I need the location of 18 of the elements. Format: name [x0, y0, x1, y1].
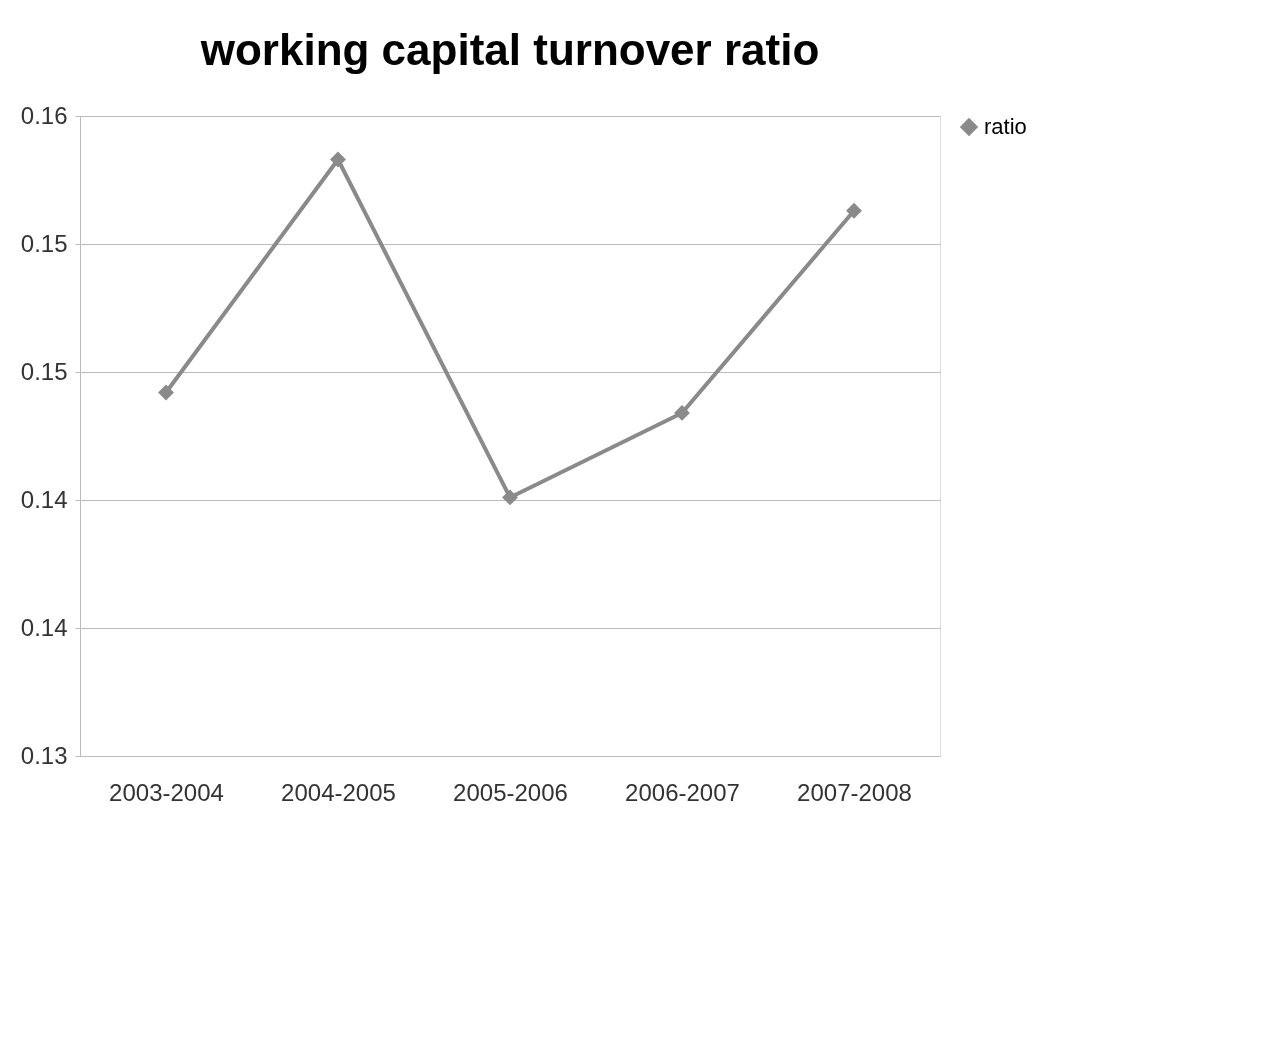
chart-title: working capital turnover ratio: [199, 25, 820, 74]
x-tick-label: 2007-2008: [797, 778, 912, 806]
x-tick-label: 2004-2005: [281, 778, 396, 806]
point: [846, 202, 862, 219]
point: [330, 151, 346, 168]
point: [158, 384, 174, 401]
x-tick-label: 2005-2006: [453, 778, 568, 806]
y-tick-label: 0.15: [20, 229, 68, 257]
y-tick-label: 0.14: [20, 613, 68, 641]
point: [674, 405, 690, 421]
point: [502, 489, 518, 506]
y-tick-label: 0.16: [20, 101, 68, 129]
y-tick-label: 0.14: [20, 485, 68, 513]
x-tick-label: 2003-2004: [109, 778, 224, 806]
legend-label: ratio: [984, 114, 1027, 139]
x-tick-label: 2006-2007: [625, 778, 740, 806]
y-tick-label: 0.13: [20, 741, 68, 769]
y-tick-label: 0.15: [20, 357, 68, 385]
